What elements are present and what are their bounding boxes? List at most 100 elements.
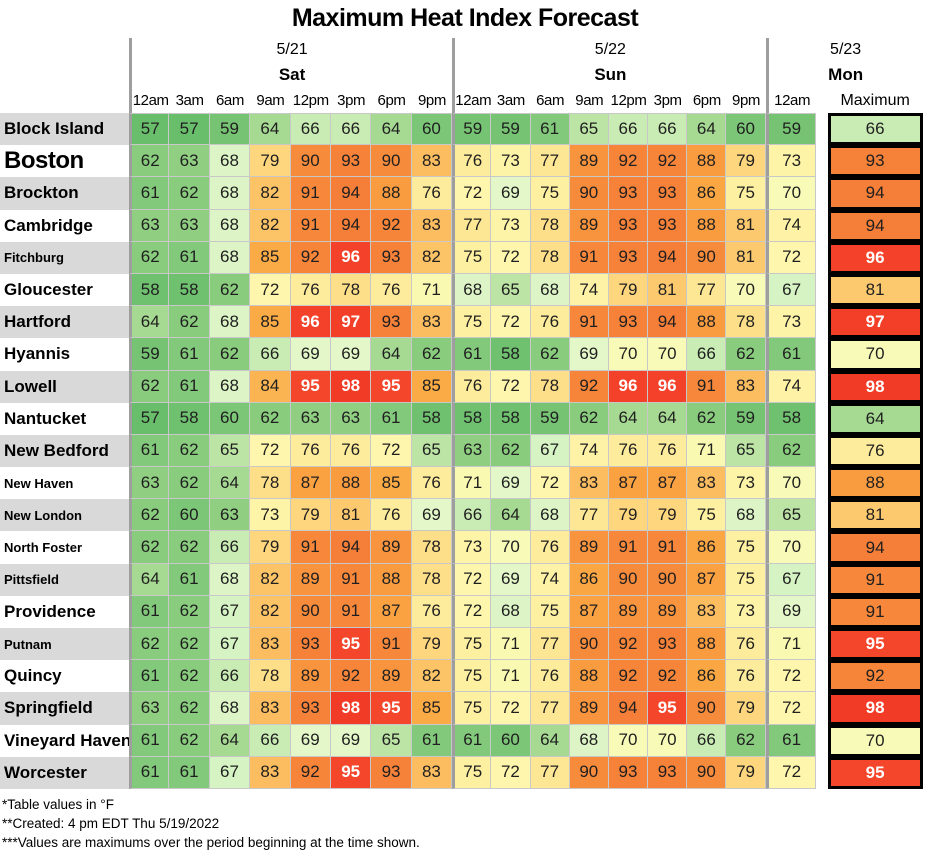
heat-cell: 82 bbox=[250, 595, 291, 628]
time-header: 3am bbox=[175, 92, 204, 109]
maximum-cell: 95 bbox=[827, 756, 923, 789]
heat-cell: 91 bbox=[290, 531, 331, 564]
heat-cell: 69 bbox=[290, 338, 331, 371]
heat-cell: 62 bbox=[687, 402, 727, 435]
heat-cell: 85 bbox=[371, 467, 412, 500]
heat-cell: 73 bbox=[765, 306, 816, 339]
heat-cell: 87 bbox=[608, 467, 649, 500]
heat-cell: 78 bbox=[530, 241, 570, 274]
city-label: New London bbox=[0, 499, 129, 532]
heat-cell: 87 bbox=[569, 595, 609, 628]
heat-cell: 89 bbox=[290, 660, 331, 693]
heat-cell: 83 bbox=[411, 306, 453, 339]
heat-cell: 64 bbox=[250, 113, 291, 146]
heat-cell: 65 bbox=[209, 434, 251, 468]
heat-cell: 73 bbox=[765, 145, 816, 178]
city-label: Quincy bbox=[4, 666, 62, 686]
heat-cell: 90 bbox=[290, 595, 331, 628]
heat-cell: 92 bbox=[648, 145, 688, 178]
heat-cell: 66 bbox=[687, 724, 727, 757]
heat-cell: 76 bbox=[648, 434, 688, 468]
heat-cell: 75 bbox=[452, 628, 492, 661]
heat-cell: 62 bbox=[169, 660, 210, 693]
footnote-created: **Created: 4 pm EDT Thu 5/19/2022 bbox=[2, 815, 220, 831]
heat-cell: 72 bbox=[452, 177, 492, 210]
maximum-cell: 88 bbox=[827, 467, 923, 500]
heat-cell: 81 bbox=[726, 209, 766, 242]
heat-cell: 74 bbox=[530, 563, 570, 596]
heat-cell: 67 bbox=[209, 595, 251, 628]
heat-cell: 62 bbox=[129, 628, 170, 661]
maximum-cell: 76 bbox=[827, 434, 923, 468]
heat-cell: 86 bbox=[687, 531, 727, 564]
heat-cell: 66 bbox=[687, 338, 727, 371]
heat-cell: 76 bbox=[371, 499, 412, 532]
time-header: 6am bbox=[215, 92, 244, 109]
heat-cell: 88 bbox=[687, 306, 727, 339]
heat-cell: 96 bbox=[290, 306, 331, 339]
heat-cell: 94 bbox=[330, 209, 372, 242]
heat-cell: 91 bbox=[687, 370, 727, 403]
heat-cell: 86 bbox=[687, 177, 727, 210]
day-header: Sun bbox=[452, 61, 766, 88]
heat-cell: 62 bbox=[209, 273, 251, 307]
heat-cell: 93 bbox=[648, 177, 688, 210]
heat-cell: 59 bbox=[491, 113, 531, 146]
heat-cell: 63 bbox=[169, 209, 210, 242]
time-header: 6am bbox=[536, 92, 565, 109]
heat-cell: 75 bbox=[726, 563, 766, 596]
time-header: 3pm bbox=[653, 92, 682, 109]
heat-cell: 76 bbox=[608, 434, 649, 468]
heat-cell: 75 bbox=[452, 306, 492, 339]
heat-cell: 74 bbox=[765, 209, 816, 242]
heat-cell: 67 bbox=[530, 434, 570, 468]
heat-cell: 69 bbox=[765, 595, 816, 628]
heat-cell: 63 bbox=[209, 499, 251, 532]
heat-cell: 68 bbox=[530, 499, 570, 532]
heat-cell: 89 bbox=[290, 563, 331, 596]
maximum-cell: 96 bbox=[827, 241, 923, 274]
heat-cell: 86 bbox=[569, 563, 609, 596]
date-header: 5/21 bbox=[129, 38, 452, 61]
heat-cell: 63 bbox=[129, 209, 170, 242]
heat-cell: 72 bbox=[491, 692, 531, 725]
time-header: 12pm bbox=[292, 92, 329, 109]
heat-cell: 73 bbox=[491, 145, 531, 178]
maximum-cell: 94 bbox=[827, 209, 923, 242]
heat-cell: 90 bbox=[687, 692, 727, 725]
heat-cell: 74 bbox=[765, 370, 816, 403]
time-header: 9am bbox=[575, 92, 604, 109]
day-header: Sat bbox=[129, 61, 452, 88]
heat-cell: 58 bbox=[411, 402, 453, 435]
heat-cell: 76 bbox=[371, 273, 412, 307]
maximum-cell: 97 bbox=[827, 306, 923, 339]
time-header: 3am bbox=[496, 92, 525, 109]
heat-cell: 61 bbox=[169, 756, 210, 789]
city-label: Hartford bbox=[0, 306, 129, 339]
heat-cell: 61 bbox=[129, 595, 170, 628]
heat-cell: 58 bbox=[491, 402, 531, 435]
heat-cell: 65 bbox=[726, 434, 766, 468]
heat-cell: 98 bbox=[330, 692, 372, 725]
heat-cell: 76 bbox=[411, 595, 453, 628]
heat-cell: 61 bbox=[129, 660, 170, 693]
heat-cell: 66 bbox=[209, 660, 251, 693]
maximum-cell: 91 bbox=[827, 595, 923, 628]
heat-cell: 75 bbox=[530, 595, 570, 628]
heat-cell: 66 bbox=[452, 499, 492, 532]
heat-cell: 93 bbox=[648, 756, 688, 789]
heat-cell: 97 bbox=[330, 306, 372, 339]
heat-cell: 89 bbox=[648, 595, 688, 628]
footnote-units: *Table values in °F bbox=[2, 796, 114, 812]
city-label: Fitchburg bbox=[0, 241, 129, 274]
heat-cell: 62 bbox=[129, 241, 170, 274]
heat-cell: 60 bbox=[491, 724, 531, 757]
heat-cell: 92 bbox=[290, 756, 331, 789]
heat-cell: 71 bbox=[765, 628, 816, 661]
heat-cell: 64 bbox=[129, 563, 170, 596]
heat-cell: 60 bbox=[726, 113, 766, 146]
heat-cell: 61 bbox=[169, 563, 210, 596]
heat-cell: 72 bbox=[491, 756, 531, 789]
heat-cell: 77 bbox=[530, 145, 570, 178]
